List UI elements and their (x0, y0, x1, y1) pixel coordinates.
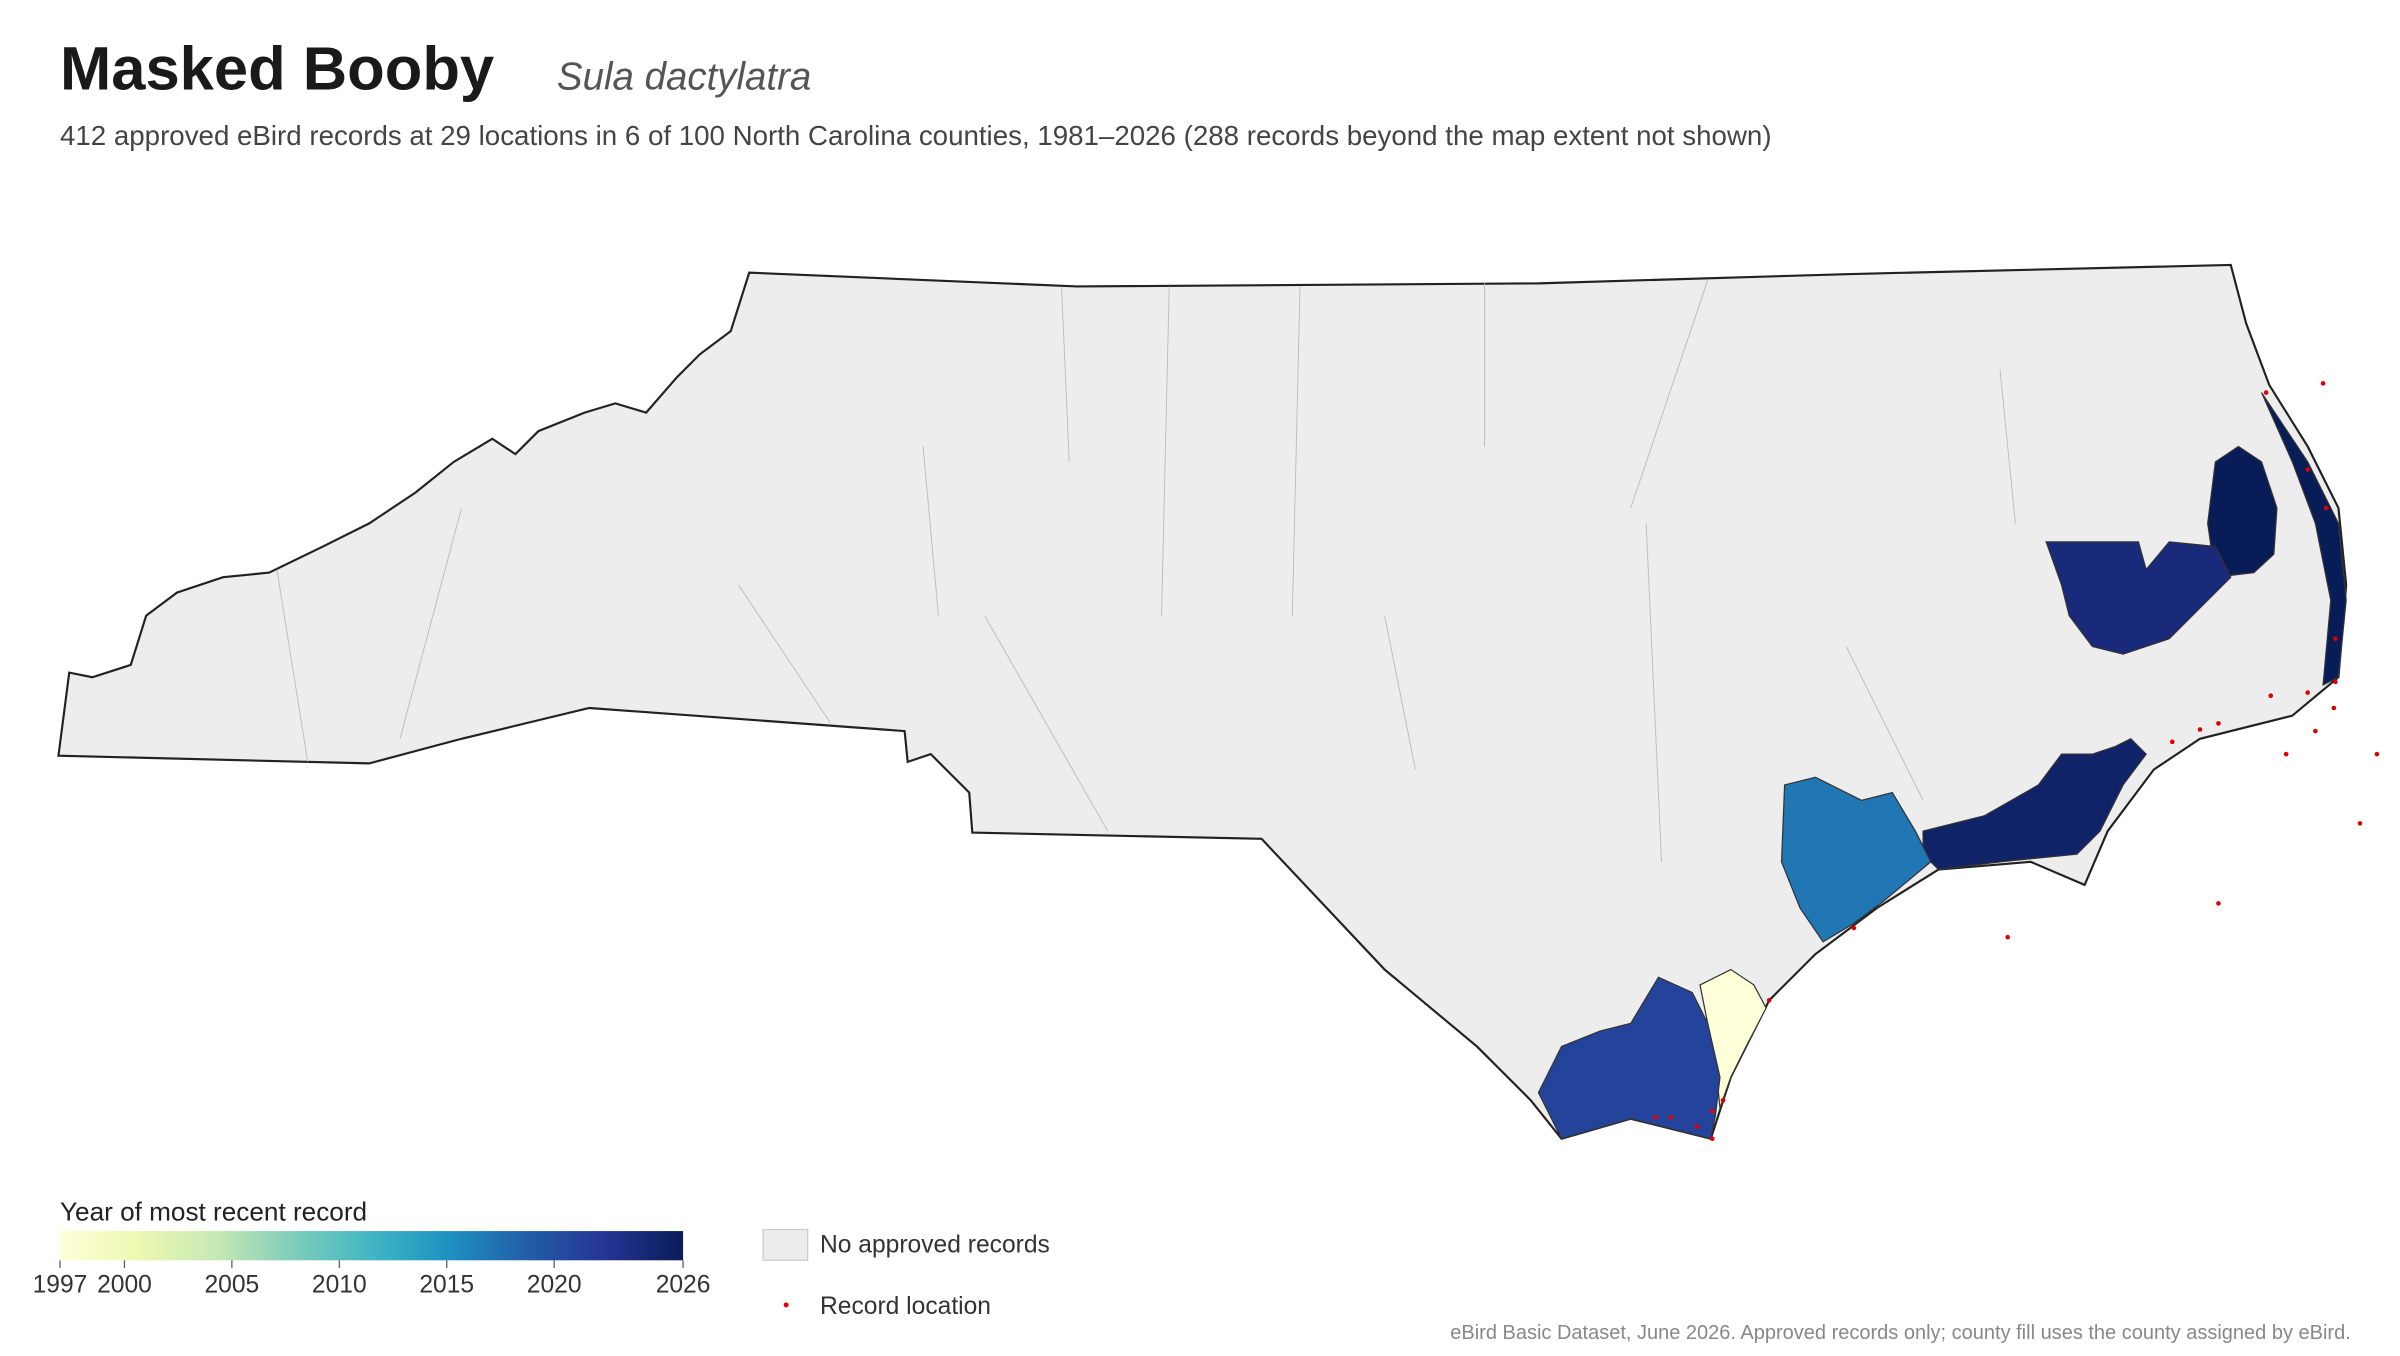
no-records-swatch (762, 1228, 809, 1261)
record-dot (2374, 751, 2380, 757)
colorbar-tick-label: 2020 (527, 1272, 582, 1299)
county-fill (1922, 738, 2147, 871)
record-dot (2331, 705, 2337, 711)
record-dot (2268, 693, 2274, 698)
footer: eBird Basic Dataset, June 2026. Approved… (1450, 1322, 2351, 1344)
record-dot (1851, 925, 1857, 931)
colorbar-tick-label: 2005 (205, 1272, 260, 1299)
record-dot (2216, 901, 2221, 906)
record-dot (1710, 1136, 1715, 1142)
county-borders (276, 280, 2016, 862)
colorbar-tick-label: 2026 (656, 1272, 711, 1299)
legend-title: Year of most recent record (60, 1196, 367, 1226)
record-dot (1766, 998, 1772, 1003)
state-outline (57, 263, 2348, 1141)
record-dot (2216, 721, 2221, 726)
record-dot (1720, 1098, 1726, 1103)
county-fill (1537, 976, 1721, 1140)
colorbar-tick-label: 1997 (33, 1272, 88, 1299)
record-dot (1694, 1124, 1700, 1129)
record-dot (2305, 690, 2310, 695)
county-fill (2207, 392, 2347, 686)
record-dot (2263, 390, 2269, 395)
record-dot (1710, 1108, 1715, 1114)
record-dot (2320, 381, 2326, 386)
record-dot (2323, 505, 2329, 511)
colorbar-ticks: 1997 2000 2005 2010 2015 2020 2026 (33, 1260, 711, 1299)
record-dot (2357, 821, 2363, 826)
record-dot (2005, 934, 2010, 940)
colorbar-tick-label: 2000 (97, 1272, 152, 1299)
record-dot (1668, 1114, 1674, 1120)
county-fill (1780, 776, 1932, 943)
colored-counties (1537, 392, 2347, 1140)
colorbar (60, 1231, 684, 1261)
record-location-label: Record location (820, 1293, 991, 1320)
colorbar-tick-label: 2010 (312, 1272, 367, 1299)
county-fill (2045, 541, 2232, 655)
record-dot (2313, 728, 2318, 734)
scientific-name: Sula dactylatra (557, 56, 811, 99)
subtitle: 412 approved eBird records at 29 locatio… (60, 120, 1772, 151)
record-swatch (783, 1302, 789, 1308)
record-dot (2333, 636, 2338, 642)
record-dot (2283, 751, 2289, 757)
record-dot (2197, 727, 2203, 732)
record-dot (2170, 739, 2175, 745)
title: Masked Booby (60, 35, 494, 104)
colorbar-tick-label: 2015 (419, 1272, 474, 1299)
record-locations (1653, 381, 2380, 1142)
record-dot (1653, 1114, 1658, 1120)
record-dot (2333, 679, 2338, 685)
record-dot (2305, 467, 2310, 472)
no-records-label: No approved records (820, 1232, 1050, 1259)
